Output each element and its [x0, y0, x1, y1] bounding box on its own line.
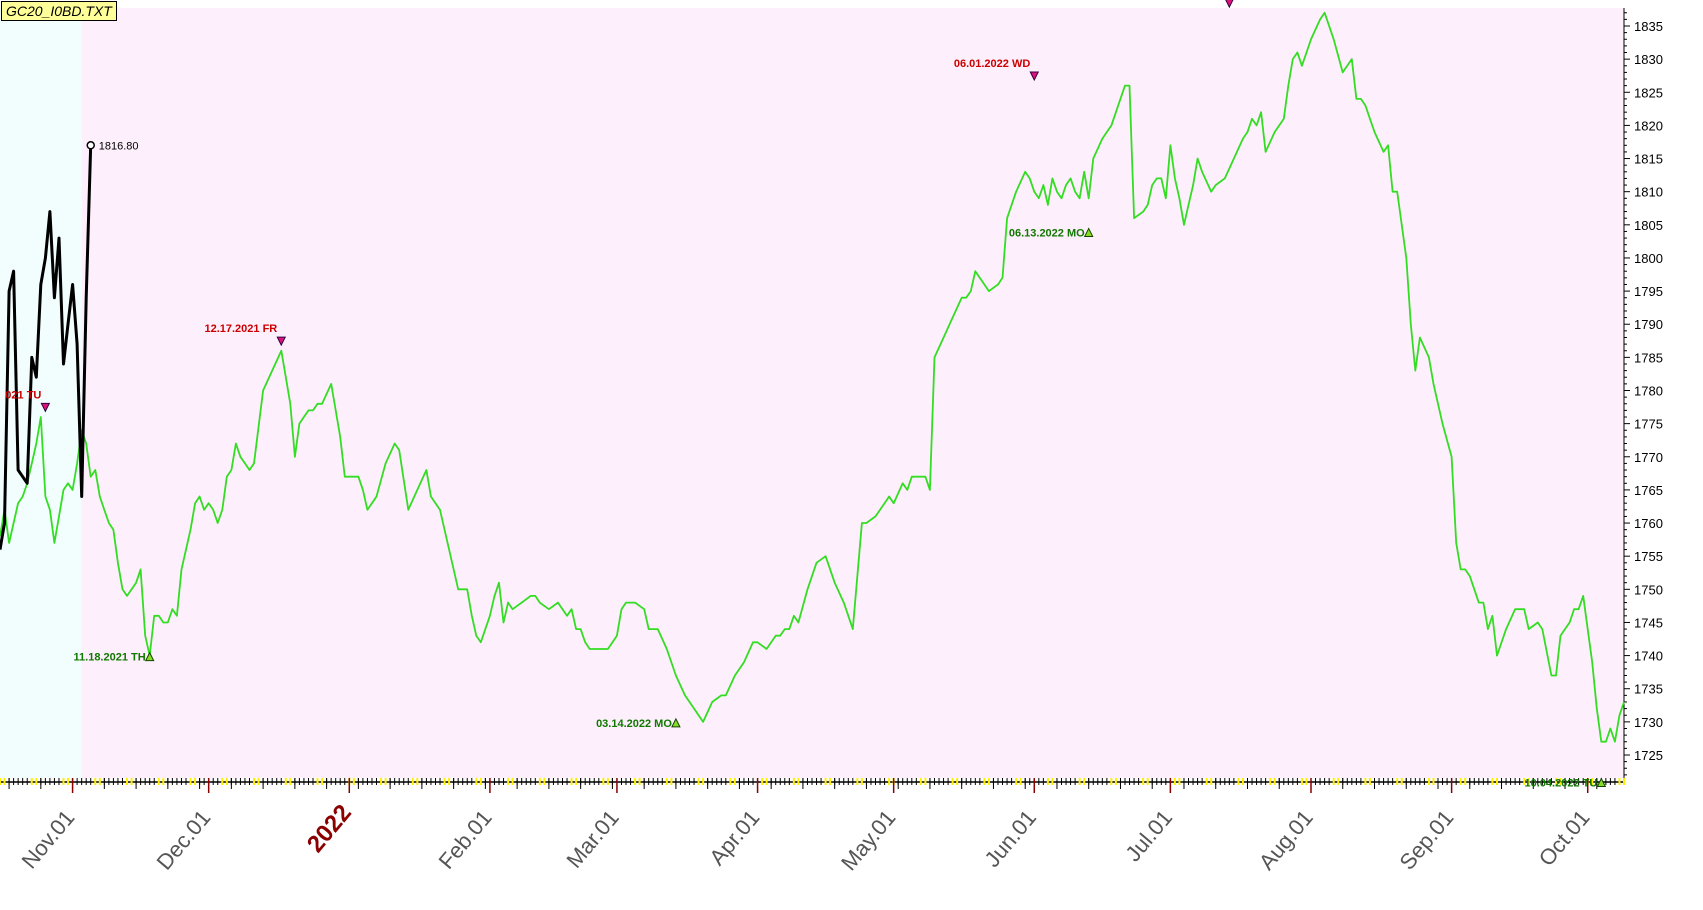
x-month-label: Oct.01 — [1534, 805, 1595, 871]
y-tick-label: 1755 — [1634, 549, 1663, 564]
y-tick-label: 1725 — [1634, 748, 1663, 763]
bottom-marker-label: 11.18.2021 TH — [74, 652, 146, 664]
y-tick-label: 1810 — [1634, 185, 1663, 200]
y-axis: 1725 1730 1735 1740 1745 1750 1755 1760 1765 1770… — [1623, 8, 1663, 778]
projection-series-line — [0, 11, 1625, 743]
y-tick-label: 1820 — [1634, 118, 1663, 133]
top-marker — [1225, 0, 1234, 9]
file-name-label: GC20_I0BD.TXT — [1, 1, 117, 21]
x-month-label: Sep.01 — [1394, 805, 1458, 874]
price-series-line — [0, 145, 93, 550]
y-tick-label: 1785 — [1634, 350, 1663, 365]
x-month-label: Apr.01 — [704, 805, 764, 870]
bottom-marker — [1083, 227, 1094, 237]
top-marker — [276, 336, 287, 347]
y-tick-label: 1760 — [1634, 516, 1663, 531]
y-tick-label: 1735 — [1634, 682, 1663, 697]
y-tick-label: 1815 — [1634, 152, 1663, 167]
bottom-marker — [1596, 777, 1607, 788]
y-tick-label: 1750 — [1634, 582, 1663, 597]
price-end-label: 1816.80 — [99, 140, 139, 152]
bottom-marker-label: 06.13.2022 MO — [1009, 227, 1085, 239]
x-month-label: Feb.01 — [434, 805, 497, 874]
x-month-label: Mar.01 — [561, 805, 623, 873]
x-year-label: 2022 — [302, 800, 357, 858]
y-tick-label: 1830 — [1634, 52, 1663, 67]
y-tick-label: 1805 — [1634, 218, 1663, 233]
y-tick-label: 1835 — [1634, 19, 1663, 34]
x-month-label: Jun.01 — [979, 805, 1041, 872]
price-end-marker — [86, 141, 95, 150]
y-tick-label: 1730 — [1634, 715, 1663, 730]
y-tick-label: 1800 — [1634, 251, 1663, 266]
forecast-region — [81, 8, 1624, 778]
y-tick-label: 1740 — [1634, 649, 1663, 664]
top-marker — [40, 402, 51, 413]
y-tick-label: 1745 — [1634, 615, 1663, 630]
x-month-label: May.01 — [836, 805, 900, 875]
top-marker-label: 12.17.2021 FR — [204, 323, 277, 335]
series-layer: 1816.80 — [0, 11, 1625, 743]
bottom-marker-label: 03.14.2022 MO — [596, 718, 672, 730]
top-marker-label: 06.01.2022 WD — [954, 58, 1030, 70]
y-tick-label: 1780 — [1634, 384, 1663, 399]
x-month-label: Jul.01 — [1120, 805, 1177, 866]
y-tick-label: 1765 — [1634, 483, 1663, 498]
y-tick-label: 1775 — [1634, 417, 1663, 432]
x-month-label: Aug.01 — [1254, 805, 1318, 874]
top-marker-label: 021 TU — [5, 389, 41, 401]
bottom-marker — [671, 717, 681, 728]
bottom-marker-label: 10.04.2022 TU — [1525, 778, 1598, 790]
bottom-marker — [144, 651, 155, 662]
x-month-label: Nov.01 — [17, 805, 80, 873]
history-region — [0, 8, 82, 778]
y-tick-label: 1770 — [1634, 450, 1663, 465]
y-tick-label: 1795 — [1634, 284, 1663, 299]
annotation-layer: 021 TU 11.18.2021 TH 12.17.2021 FR 03.14.20… — [5, 0, 1607, 790]
y-tick-label: 1825 — [1634, 85, 1663, 100]
x-month-label: Dec.01 — [152, 805, 216, 874]
top-marker — [1029, 71, 1040, 82]
y-tick-label: 1790 — [1634, 317, 1663, 332]
x-axis: Nov.01 Dec.01 2022 Feb.01 Mar.01 Apr.01 May.01… — [0, 778, 1625, 875]
